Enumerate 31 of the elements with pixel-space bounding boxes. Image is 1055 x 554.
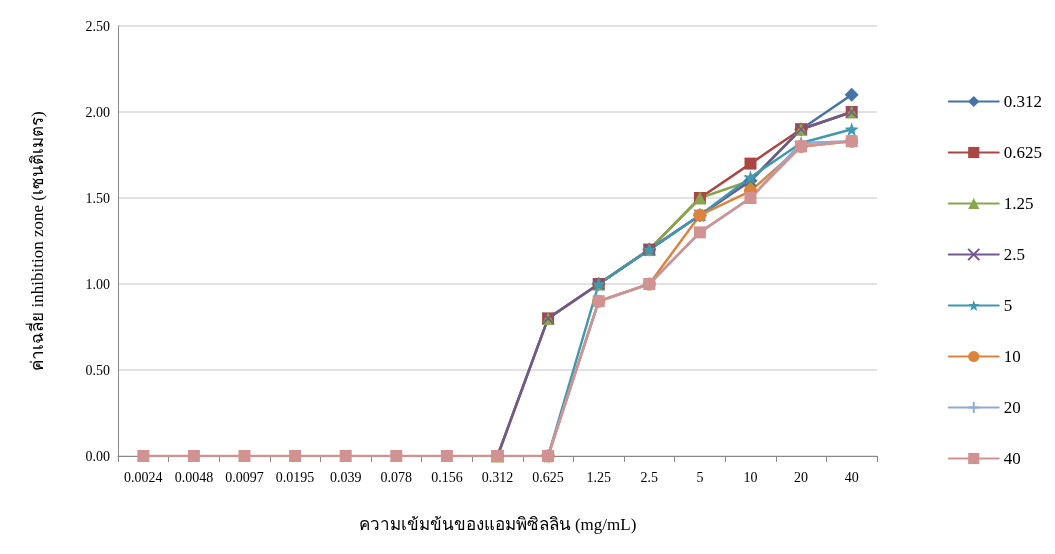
y-tick-label: 2.50 [85, 18, 110, 34]
x-tick-label: 0.156 [431, 469, 463, 485]
x-axis-title: ความเข้มข้นของแอมพิซิลลิน (mg/mL) [358, 515, 637, 534]
legend-label: 1.25 [1003, 194, 1034, 213]
x-tick-label: 0.0195 [275, 469, 315, 485]
x-tick-label: 20 [794, 469, 809, 485]
x-tick-label: 2.5 [640, 469, 659, 485]
x-tick-label: 0.0097 [225, 469, 264, 485]
x-tick-label: 5 [696, 469, 704, 485]
x-tick-label: 0.0024 [124, 469, 163, 485]
legend-label: 20 [1003, 398, 1021, 417]
x-tick-label: 0.078 [380, 469, 413, 485]
x-tick-label: 0.039 [329, 469, 362, 485]
legend-label: 5 [1003, 296, 1013, 315]
y-tick-label: 0.00 [85, 448, 110, 464]
x-tick-label: 0.312 [481, 469, 514, 485]
y-axis-title: ค่าเฉลี่ย inhibition zone (เซนติเมตร) [25, 111, 47, 371]
x-tick-label: 0.0048 [174, 469, 214, 485]
y-tick-label: 1.50 [85, 190, 110, 206]
legend-label: 2.5 [1003, 245, 1025, 264]
x-tick-label: 10 [743, 469, 758, 485]
y-tick-label: 1.00 [85, 276, 110, 292]
x-tick-label: 40 [844, 469, 859, 485]
legend-label: 10 [1003, 347, 1021, 366]
legend-label: 40 [1003, 449, 1021, 468]
x-tick-label: 1.25 [586, 469, 611, 485]
legend-label: 0.625 [1003, 143, 1042, 162]
y-tick-label: 2.00 [85, 104, 110, 120]
y-tick-label: 0.50 [85, 362, 110, 378]
legend-label: 0.312 [1003, 92, 1042, 111]
x-tick-label: 0.625 [532, 469, 564, 485]
